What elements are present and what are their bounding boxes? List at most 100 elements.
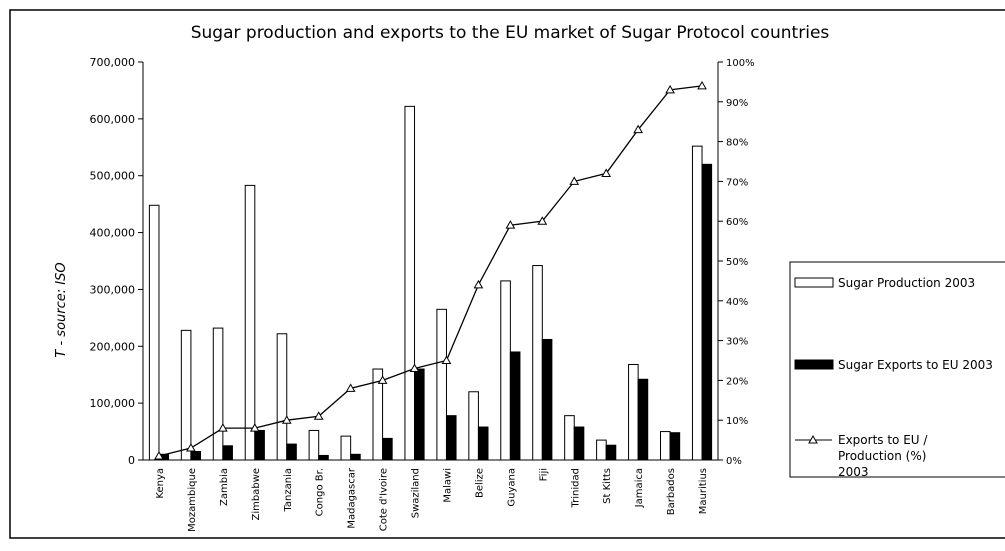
x-tick-label: Zambia bbox=[219, 468, 230, 506]
line-marker bbox=[409, 363, 420, 372]
y2-tick-label: 80% bbox=[726, 138, 748, 149]
y-tick-label: 300,000 bbox=[90, 283, 136, 296]
bar bbox=[436, 308, 447, 461]
bar bbox=[637, 378, 649, 461]
legend-label: Exports to EU / Production (%) 2003 bbox=[838, 433, 928, 479]
y-tick-label: 100,000 bbox=[90, 397, 136, 410]
bar bbox=[605, 444, 617, 461]
y2-tick-label: 90% bbox=[726, 98, 748, 109]
bar bbox=[445, 415, 457, 461]
bar bbox=[190, 450, 202, 461]
line-marker bbox=[249, 423, 260, 432]
y-tick-label: 0 bbox=[128, 454, 135, 467]
x-tick-label: Zimbabwe bbox=[251, 468, 262, 521]
legend-swatch bbox=[794, 359, 834, 370]
x-tick-label: Mozambique bbox=[187, 468, 198, 532]
bar bbox=[350, 453, 361, 461]
y-tick-label: 500,000 bbox=[90, 170, 136, 183]
y-axis-label: T - source: ISO bbox=[54, 262, 69, 357]
bar bbox=[276, 333, 288, 461]
y2-tick-label: 30% bbox=[726, 337, 748, 348]
bar bbox=[372, 368, 384, 461]
line-marker bbox=[505, 220, 516, 229]
line bbox=[158, 85, 703, 457]
x-tick-label: Barbados bbox=[666, 468, 677, 515]
line-marker bbox=[281, 415, 292, 424]
bar bbox=[468, 391, 479, 461]
x-tick-label: Fiji bbox=[538, 468, 549, 481]
legend-swatch bbox=[794, 277, 834, 288]
x-tick-label: St Kitts bbox=[602, 468, 613, 504]
line-marker bbox=[665, 84, 675, 94]
x-tick-label: Guyana bbox=[506, 468, 517, 507]
bar bbox=[596, 439, 607, 461]
bar bbox=[660, 431, 671, 461]
y2-tick-label: 100% bbox=[726, 58, 755, 69]
line-marker bbox=[601, 168, 612, 177]
y-tick-label: 700,000 bbox=[90, 56, 136, 69]
x-tick-label: Kenya bbox=[155, 468, 166, 499]
x-tick-label: Tanzania bbox=[283, 468, 294, 513]
x-tick-label: Malawi bbox=[442, 468, 453, 503]
line-marker bbox=[697, 80, 707, 90]
bar bbox=[308, 429, 320, 461]
legend-label: Sugar Production 2003 bbox=[838, 276, 976, 290]
bar bbox=[500, 280, 511, 461]
y-tick-label: 600,000 bbox=[90, 113, 136, 126]
line-marker bbox=[186, 443, 196, 452]
legend-marker bbox=[808, 434, 818, 444]
bar bbox=[628, 363, 639, 461]
bar bbox=[244, 184, 256, 461]
line-marker bbox=[154, 451, 164, 460]
x-tick-label: Congo Br. bbox=[315, 468, 326, 516]
bar bbox=[212, 327, 224, 461]
bar bbox=[669, 432, 681, 461]
y2-tick-label: 0% bbox=[726, 456, 742, 467]
x-tick-label: Belize bbox=[474, 468, 485, 498]
bar bbox=[564, 415, 575, 461]
y2-tick-label: 20% bbox=[726, 376, 748, 387]
bar bbox=[573, 426, 585, 461]
y2-tick-label: 40% bbox=[726, 297, 748, 308]
bar bbox=[532, 265, 543, 461]
x-tick-label: Jamaica bbox=[634, 468, 645, 508]
x-tick-label: Madagascar bbox=[347, 467, 358, 529]
line-marker bbox=[537, 216, 548, 225]
bar bbox=[477, 426, 489, 461]
line-marker bbox=[633, 124, 644, 134]
bar bbox=[286, 443, 297, 461]
bar bbox=[691, 145, 703, 461]
bar bbox=[318, 454, 329, 461]
y2-tick-label: 10% bbox=[726, 416, 748, 427]
bar bbox=[148, 204, 160, 461]
x-tick-label: Mauritius bbox=[698, 468, 709, 514]
y-tick-label: 200,000 bbox=[90, 340, 136, 353]
y2-tick-label: 60% bbox=[726, 217, 748, 228]
frame bbox=[9, 9, 1005, 539]
x-tick-label: Trinidad bbox=[570, 468, 581, 508]
x-tick-label: Swaziland bbox=[411, 468, 422, 518]
line-marker bbox=[217, 423, 228, 432]
bar bbox=[340, 435, 352, 461]
bar bbox=[382, 437, 393, 461]
line-marker bbox=[473, 279, 484, 289]
bar bbox=[222, 445, 233, 461]
line-marker bbox=[345, 383, 356, 392]
legend-label: Sugar Exports to EU 2003 bbox=[838, 358, 993, 372]
bar bbox=[701, 163, 713, 461]
bar bbox=[541, 338, 553, 461]
bar bbox=[254, 429, 265, 461]
y-tick-label: 400,000 bbox=[90, 227, 136, 240]
bar bbox=[404, 105, 416, 461]
chart-title: Sugar production and exports to the EU m… bbox=[191, 23, 830, 43]
line-marker bbox=[377, 375, 388, 384]
line-marker bbox=[569, 176, 580, 185]
bar bbox=[414, 368, 425, 461]
y2-tick-label: 50% bbox=[726, 257, 748, 268]
bar bbox=[180, 329, 192, 461]
line-marker bbox=[441, 355, 452, 364]
y2-tick-label: 70% bbox=[726, 177, 748, 188]
bar bbox=[509, 351, 521, 461]
